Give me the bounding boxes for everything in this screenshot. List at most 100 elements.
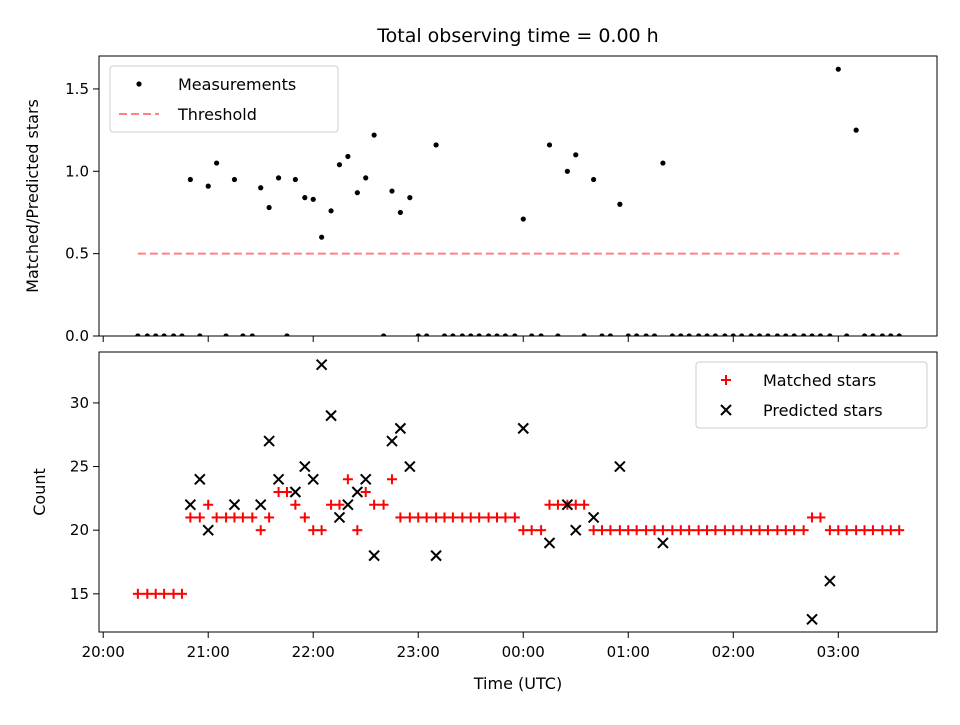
measurement-point	[502, 333, 508, 336]
measurement-point	[292, 176, 298, 183]
measurement-point	[722, 333, 728, 336]
predicted-star-point	[824, 575, 836, 587]
matched-star-point	[176, 588, 187, 599]
matched-star-point	[491, 512, 502, 523]
measurement-point	[407, 195, 413, 201]
top-legend: Measurements Threshold	[109, 65, 339, 133]
matched-star-point	[641, 525, 652, 536]
predicted-star-point	[657, 537, 669, 549]
matched-star-point	[447, 512, 458, 523]
measurement-point	[205, 183, 211, 189]
matched-star-point	[334, 499, 345, 510]
measurement-point	[214, 160, 220, 166]
matched-star-point	[536, 525, 547, 536]
predicted-star-point	[368, 549, 380, 562]
predicted-star-point	[587, 511, 600, 524]
predicted-star-point	[394, 422, 407, 435]
matched-star-point	[299, 512, 310, 523]
predicted-star-point	[543, 537, 556, 549]
matched-star-point	[597, 525, 608, 536]
measurement-point	[240, 333, 246, 336]
matched-star-point	[789, 525, 800, 536]
matched-star-point	[439, 512, 450, 523]
measurement-point	[678, 333, 684, 336]
measurement-point	[538, 333, 544, 336]
predicted-star-point	[404, 460, 416, 473]
predicted-star-point	[289, 486, 302, 498]
matched-star-point	[342, 474, 353, 485]
measurement-point	[853, 127, 859, 133]
measurement-point	[686, 333, 692, 336]
matched-star-point	[474, 512, 485, 523]
bottom-panel: 15 20 25 30 20:00 21:00 22:00 23:00 00:00 01:00 02…	[30, 351, 938, 693]
matched-star-point	[378, 499, 389, 510]
matched-star-point	[544, 499, 555, 510]
x-tick-label: 23:00	[397, 643, 440, 661]
predicted-star-point	[194, 473, 206, 485]
measurement-point	[879, 333, 885, 336]
predicted-star-point	[561, 499, 574, 511]
matched-star-point	[614, 525, 625, 536]
x-tick-label: 01:00	[607, 643, 650, 661]
matched-star-point	[841, 525, 852, 536]
matched-star-point	[798, 525, 809, 536]
figure-title: Total observing time = 0.00 h	[376, 25, 658, 47]
x-tick-label: 00:00	[502, 643, 545, 661]
measurement-point	[581, 333, 587, 336]
measurement-point	[284, 333, 290, 336]
matched-star-point	[570, 499, 581, 510]
matched-star-point	[404, 512, 415, 523]
matched-star-point	[667, 525, 678, 536]
matched-star-point	[431, 512, 442, 523]
matched-star-point	[780, 525, 791, 536]
measurement-point	[791, 333, 797, 336]
matched-star-point	[851, 525, 862, 536]
x-tick-label: 22:00	[292, 643, 335, 661]
top-legend-frame	[109, 65, 339, 133]
measurement-point	[415, 333, 421, 336]
measurement-point	[835, 66, 841, 72]
measurement-point	[319, 234, 325, 240]
matched-star-point	[710, 525, 721, 536]
bottom-plot-area	[132, 359, 905, 625]
matched-star-point	[552, 499, 563, 510]
measurement-point	[468, 333, 474, 336]
x-tick-label: 20:00	[82, 643, 125, 661]
predicted-star-point	[255, 499, 267, 511]
predicted-star-point	[614, 460, 626, 473]
measurement-point	[888, 333, 894, 336]
measurement-point	[529, 333, 535, 336]
matched-star-point	[728, 525, 739, 536]
predicted-star-point	[430, 549, 442, 562]
y-tick-label: 20	[70, 521, 89, 539]
measurement-point	[809, 333, 815, 336]
matched-star-point	[316, 525, 327, 536]
matched-star-point	[719, 525, 730, 536]
matched-star-point	[273, 487, 284, 497]
measurement-point	[555, 333, 561, 336]
predicted-star-point	[342, 499, 354, 511]
matched-star-point	[483, 512, 494, 523]
measurement-point	[179, 333, 185, 336]
matched-star-point	[588, 525, 599, 536]
legend-threshold-label: Threshold	[177, 105, 257, 124]
measurement-point	[310, 196, 316, 202]
measurement-point	[573, 152, 579, 158]
top-panel: 0.0 0.5 1.0 1.5 Matched/Predicted stars Measu…	[23, 55, 938, 345]
matched-star-point	[308, 525, 319, 536]
predicted-star-point	[325, 409, 337, 422]
bottom-legend: Matched stars Predicted stars	[695, 361, 928, 429]
matched-star-point	[894, 525, 905, 536]
matched-star-point	[221, 512, 232, 523]
y-tick-label: 0.0	[65, 327, 89, 345]
measurement-point	[756, 333, 763, 336]
matched-star-point	[579, 499, 590, 510]
measurement-point	[153, 333, 159, 336]
measurement-point	[765, 333, 771, 336]
matched-star-point	[264, 512, 275, 523]
measurement-point	[275, 175, 282, 181]
measurement-point	[485, 333, 492, 336]
matched-star-point	[754, 525, 765, 536]
matched-star-point	[605, 525, 616, 536]
matched-star-point	[352, 525, 363, 536]
